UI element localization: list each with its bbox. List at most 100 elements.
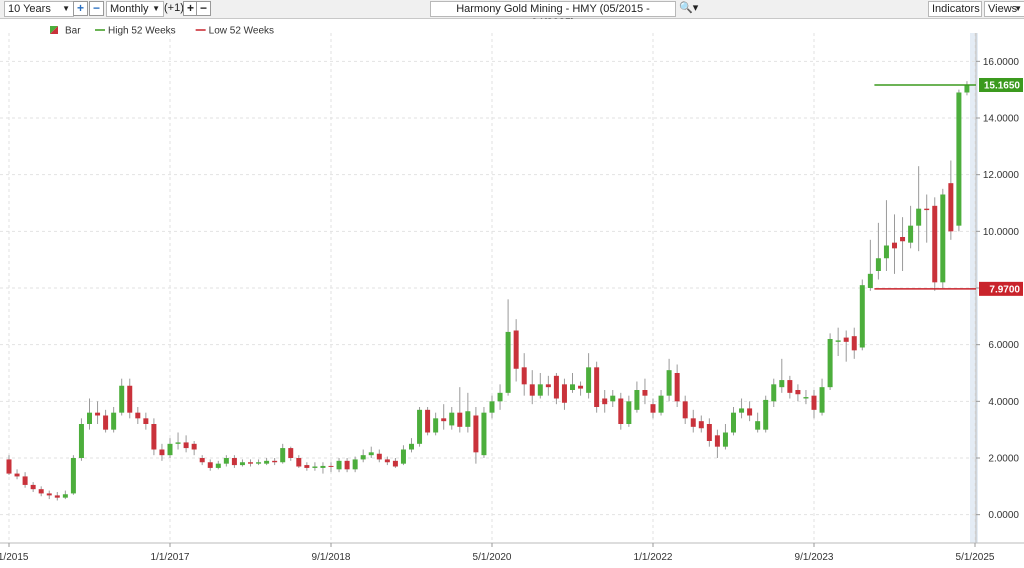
dropdown-arrow: ▼	[62, 4, 70, 13]
indicators-text: Indicators	[932, 3, 980, 15]
candle-body	[529, 384, 535, 396]
candle-body	[103, 415, 109, 430]
candle-body	[70, 458, 76, 494]
candle-body	[127, 385, 133, 413]
candle-body	[376, 453, 382, 460]
x-tick-label: 5/1/2025	[956, 552, 995, 563]
zoom-in-button[interactable]: +	[73, 1, 88, 16]
candle-body	[787, 380, 793, 393]
candle-body	[304, 465, 310, 468]
step-back-button[interactable]: −	[196, 1, 211, 16]
x-tick-label: 9/1/2018	[312, 552, 351, 563]
candle-body	[948, 183, 954, 232]
candle-body	[771, 384, 777, 402]
x-tick-label: 9/1/2023	[795, 552, 834, 563]
candle-body	[264, 460, 270, 464]
range-select[interactable]: 10 Years ▼	[4, 1, 74, 17]
legend: Bar High 52 Weeks Low 52 Weeks	[50, 26, 274, 37]
candle-body	[690, 418, 696, 427]
candle-body	[658, 395, 664, 413]
candle-body	[248, 462, 253, 464]
symbol-box[interactable]: Harmony Gold Mining - HMY (05/2015 - 04/…	[430, 1, 676, 29]
candle-body	[425, 409, 431, 433]
candle-body	[570, 384, 575, 390]
indicators-button[interactable]: Indicators	[928, 1, 982, 17]
candle-body	[916, 208, 922, 226]
candle-body	[207, 462, 213, 468]
candle-body	[803, 397, 809, 399]
candle-body	[6, 459, 12, 474]
candle-body	[602, 398, 608, 405]
candle-body	[352, 459, 358, 470]
candle-body	[634, 390, 640, 410]
candle-body	[594, 367, 600, 407]
candle-body	[409, 443, 414, 450]
candle-body	[505, 331, 511, 393]
candle-body	[779, 380, 785, 388]
candle-body	[449, 412, 455, 426]
candle-body	[14, 473, 20, 477]
candle-body	[489, 401, 495, 413]
candle-body	[30, 484, 36, 490]
candle-body	[932, 205, 938, 283]
candle-body	[763, 399, 769, 430]
candle-body	[674, 373, 680, 402]
candle-body	[626, 401, 632, 424]
x-tick-label: 1/1/2017	[151, 552, 190, 563]
candle-body	[747, 408, 753, 416]
candle-body	[143, 418, 149, 424]
candle-body	[223, 458, 229, 464]
candle-body	[256, 462, 262, 464]
candle-body	[811, 395, 817, 410]
views-button[interactable]: Views ▼	[984, 1, 1024, 17]
candle-body	[513, 330, 519, 369]
candle-body	[465, 411, 471, 427]
toolbar: 10 Years ▼ + − Monthly ▼ (+1) + − Harmony …	[0, 0, 1024, 29]
candle-body	[666, 370, 672, 396]
x-tick-label: 1/1/2022	[634, 552, 673, 563]
candle-body	[722, 432, 728, 447]
legend-label: Bar	[65, 26, 81, 37]
candle-body	[336, 460, 342, 470]
candle-body	[417, 409, 423, 444]
candle-body	[38, 489, 44, 494]
candle-body	[497, 392, 503, 402]
value-label: 15.1650	[984, 80, 1021, 91]
candle-body	[239, 462, 245, 466]
y-tick-label: 0.0000	[988, 510, 1019, 521]
candle-body	[586, 367, 592, 393]
candle-body	[111, 412, 117, 430]
candle-body	[288, 448, 294, 458]
candle-body	[392, 460, 398, 467]
candle-body	[457, 412, 463, 427]
candle-body	[739, 408, 745, 413]
candle-body	[706, 424, 712, 441]
views-text: Views	[988, 3, 1018, 15]
legend-swatch	[50, 26, 58, 34]
candle-body	[883, 245, 889, 259]
candle-body	[755, 421, 761, 430]
candle-body	[320, 465, 326, 468]
candle-body	[908, 225, 914, 243]
candle-body	[714, 435, 720, 447]
y-tick-label: 4.0000	[988, 397, 1019, 408]
candle-body	[578, 385, 584, 389]
candle-body	[215, 463, 221, 468]
search-button[interactable]: 🔍▾	[679, 2, 699, 14]
candle-body	[87, 412, 92, 424]
dropdown-arrow: ▼	[1014, 4, 1022, 13]
candle-body	[875, 258, 881, 271]
candle-body	[368, 452, 374, 456]
candle-body	[618, 398, 624, 424]
candle-body	[642, 390, 648, 396]
candle-body	[956, 92, 962, 226]
candle-body	[272, 460, 278, 463]
interval-select[interactable]: Monthly ▼	[106, 1, 164, 17]
candle-body	[859, 285, 865, 348]
x-tick-label: 5/1/2015	[0, 552, 29, 563]
zoom-out-button[interactable]: −	[89, 1, 104, 16]
dropdown-arrow: ▼	[152, 4, 160, 13]
candle-body	[521, 367, 527, 385]
value-label-box	[979, 77, 1023, 92]
candle-body	[280, 448, 286, 463]
